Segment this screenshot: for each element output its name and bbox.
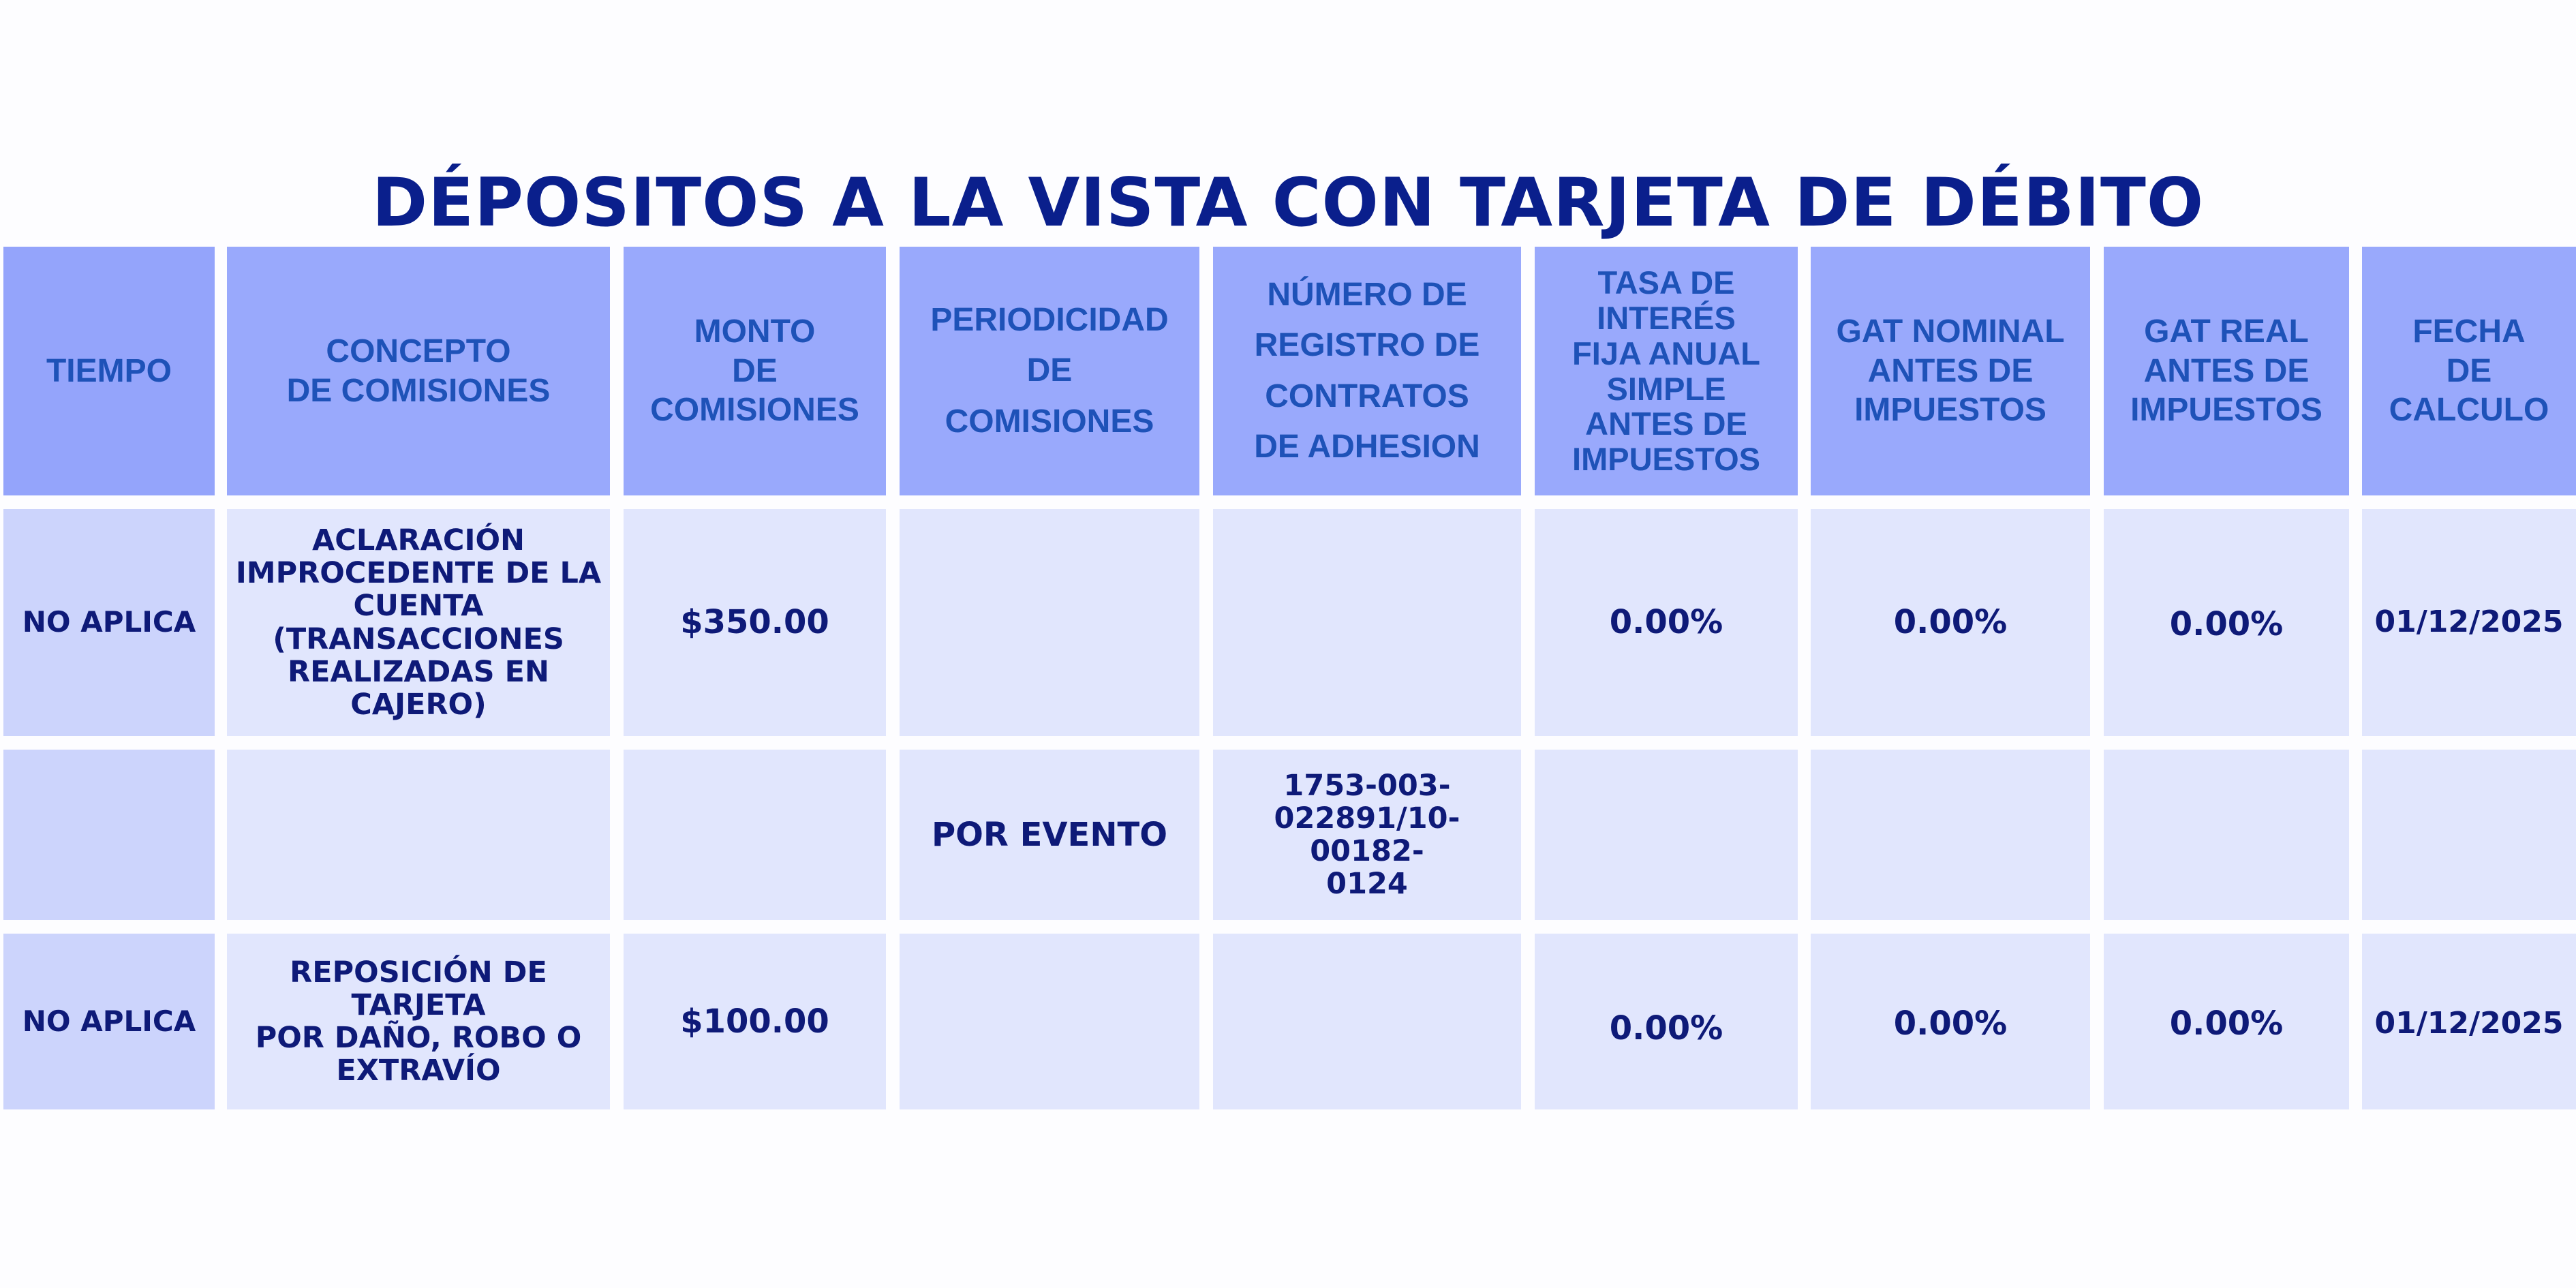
header-label: GAT REAL ANTES DE IMPUESTOS: [2130, 313, 2322, 429]
table-cell: 0.00%: [2104, 934, 2349, 1109]
table-cell: [3, 750, 215, 920]
header-concepto: CONCEPTO DE COMISIONES: [227, 247, 610, 495]
table-cell: [1535, 750, 1798, 920]
header-label: CONCEPTO DE COMISIONES: [286, 333, 551, 409]
header-gat-nominal: GAT NOMINAL ANTES DE IMPUESTOS: [1811, 247, 2090, 495]
table-cell: NO APLICA: [3, 509, 215, 736]
header-periodicidad: PERIODICIDAD DE COMISIONES: [900, 247, 1199, 495]
header-label: PERIODICIDAD DE COMISIONES: [930, 301, 1169, 440]
header-label: MONTO DE COMISIONES: [650, 313, 859, 429]
table-cell: [900, 934, 1199, 1109]
table-cell: 0.00%: [1811, 509, 2090, 736]
table-cell: [227, 750, 610, 920]
table-cell: 0.00%: [2104, 509, 2349, 736]
table-cell: [2104, 750, 2349, 920]
table-cell: 0.00%: [1535, 509, 1798, 736]
header-monto: MONTO DE COMISIONES: [624, 247, 886, 495]
table-cell: 01/12/2025: [2362, 509, 2576, 736]
table-cell: [624, 750, 886, 920]
table-cell: [900, 509, 1199, 736]
header-numero-registro: NÚMERO DE REGISTRO DE CONTRATOS DE ADHES…: [1213, 247, 1521, 495]
table-cell: NO APLICA: [3, 934, 215, 1109]
page-title: DÉPOSITOS A LA VISTA CON TARJETA DE DÉBI…: [371, 164, 2205, 242]
table-cell: POR EVENTO: [900, 750, 1199, 920]
table-cell: $100.00: [624, 934, 886, 1109]
header-tasa-interes: TASA DE INTERÉS FIJA ANUAL SIMPLE ANTES …: [1535, 247, 1798, 495]
table-cell: 0.00%: [1811, 934, 2090, 1109]
table-cell: [2362, 750, 2576, 920]
header-label: FECHA DE CALCULO: [2389, 313, 2549, 429]
table-cell: REPOSICIÓN DE TARJETA POR DAÑO, ROBO O E…: [227, 934, 610, 1109]
header-label: NÚMERO DE REGISTRO DE CONTRATOS DE ADHES…: [1254, 276, 1480, 465]
table-cell: 0.00%: [1535, 934, 1798, 1109]
header-gat-real: GAT REAL ANTES DE IMPUESTOS: [2104, 247, 2349, 495]
header-tiempo: TIEMPO: [3, 247, 215, 495]
header-fecha: FECHA DE CALCULO: [2362, 247, 2576, 495]
table-cell: [1213, 934, 1521, 1109]
table-cell: [1811, 750, 2090, 920]
table-cell: [1213, 509, 1521, 736]
table-cell: ACLARACIÓN IMPROCEDENTE DE LA CUENTA (TR…: [227, 509, 610, 736]
header-label: GAT NOMINAL ANTES DE IMPUESTOS: [1836, 313, 2065, 429]
header-label: TASA DE INTERÉS FIJA ANUAL SIMPLE ANTES …: [1572, 264, 1760, 477]
header-label: TIEMPO: [46, 352, 172, 389]
table-cell: $350.00: [624, 509, 886, 736]
table-cell: 01/12/2025: [2362, 934, 2576, 1109]
table-cell: 1753-003- 022891/10-00182- 0124: [1213, 750, 1521, 920]
